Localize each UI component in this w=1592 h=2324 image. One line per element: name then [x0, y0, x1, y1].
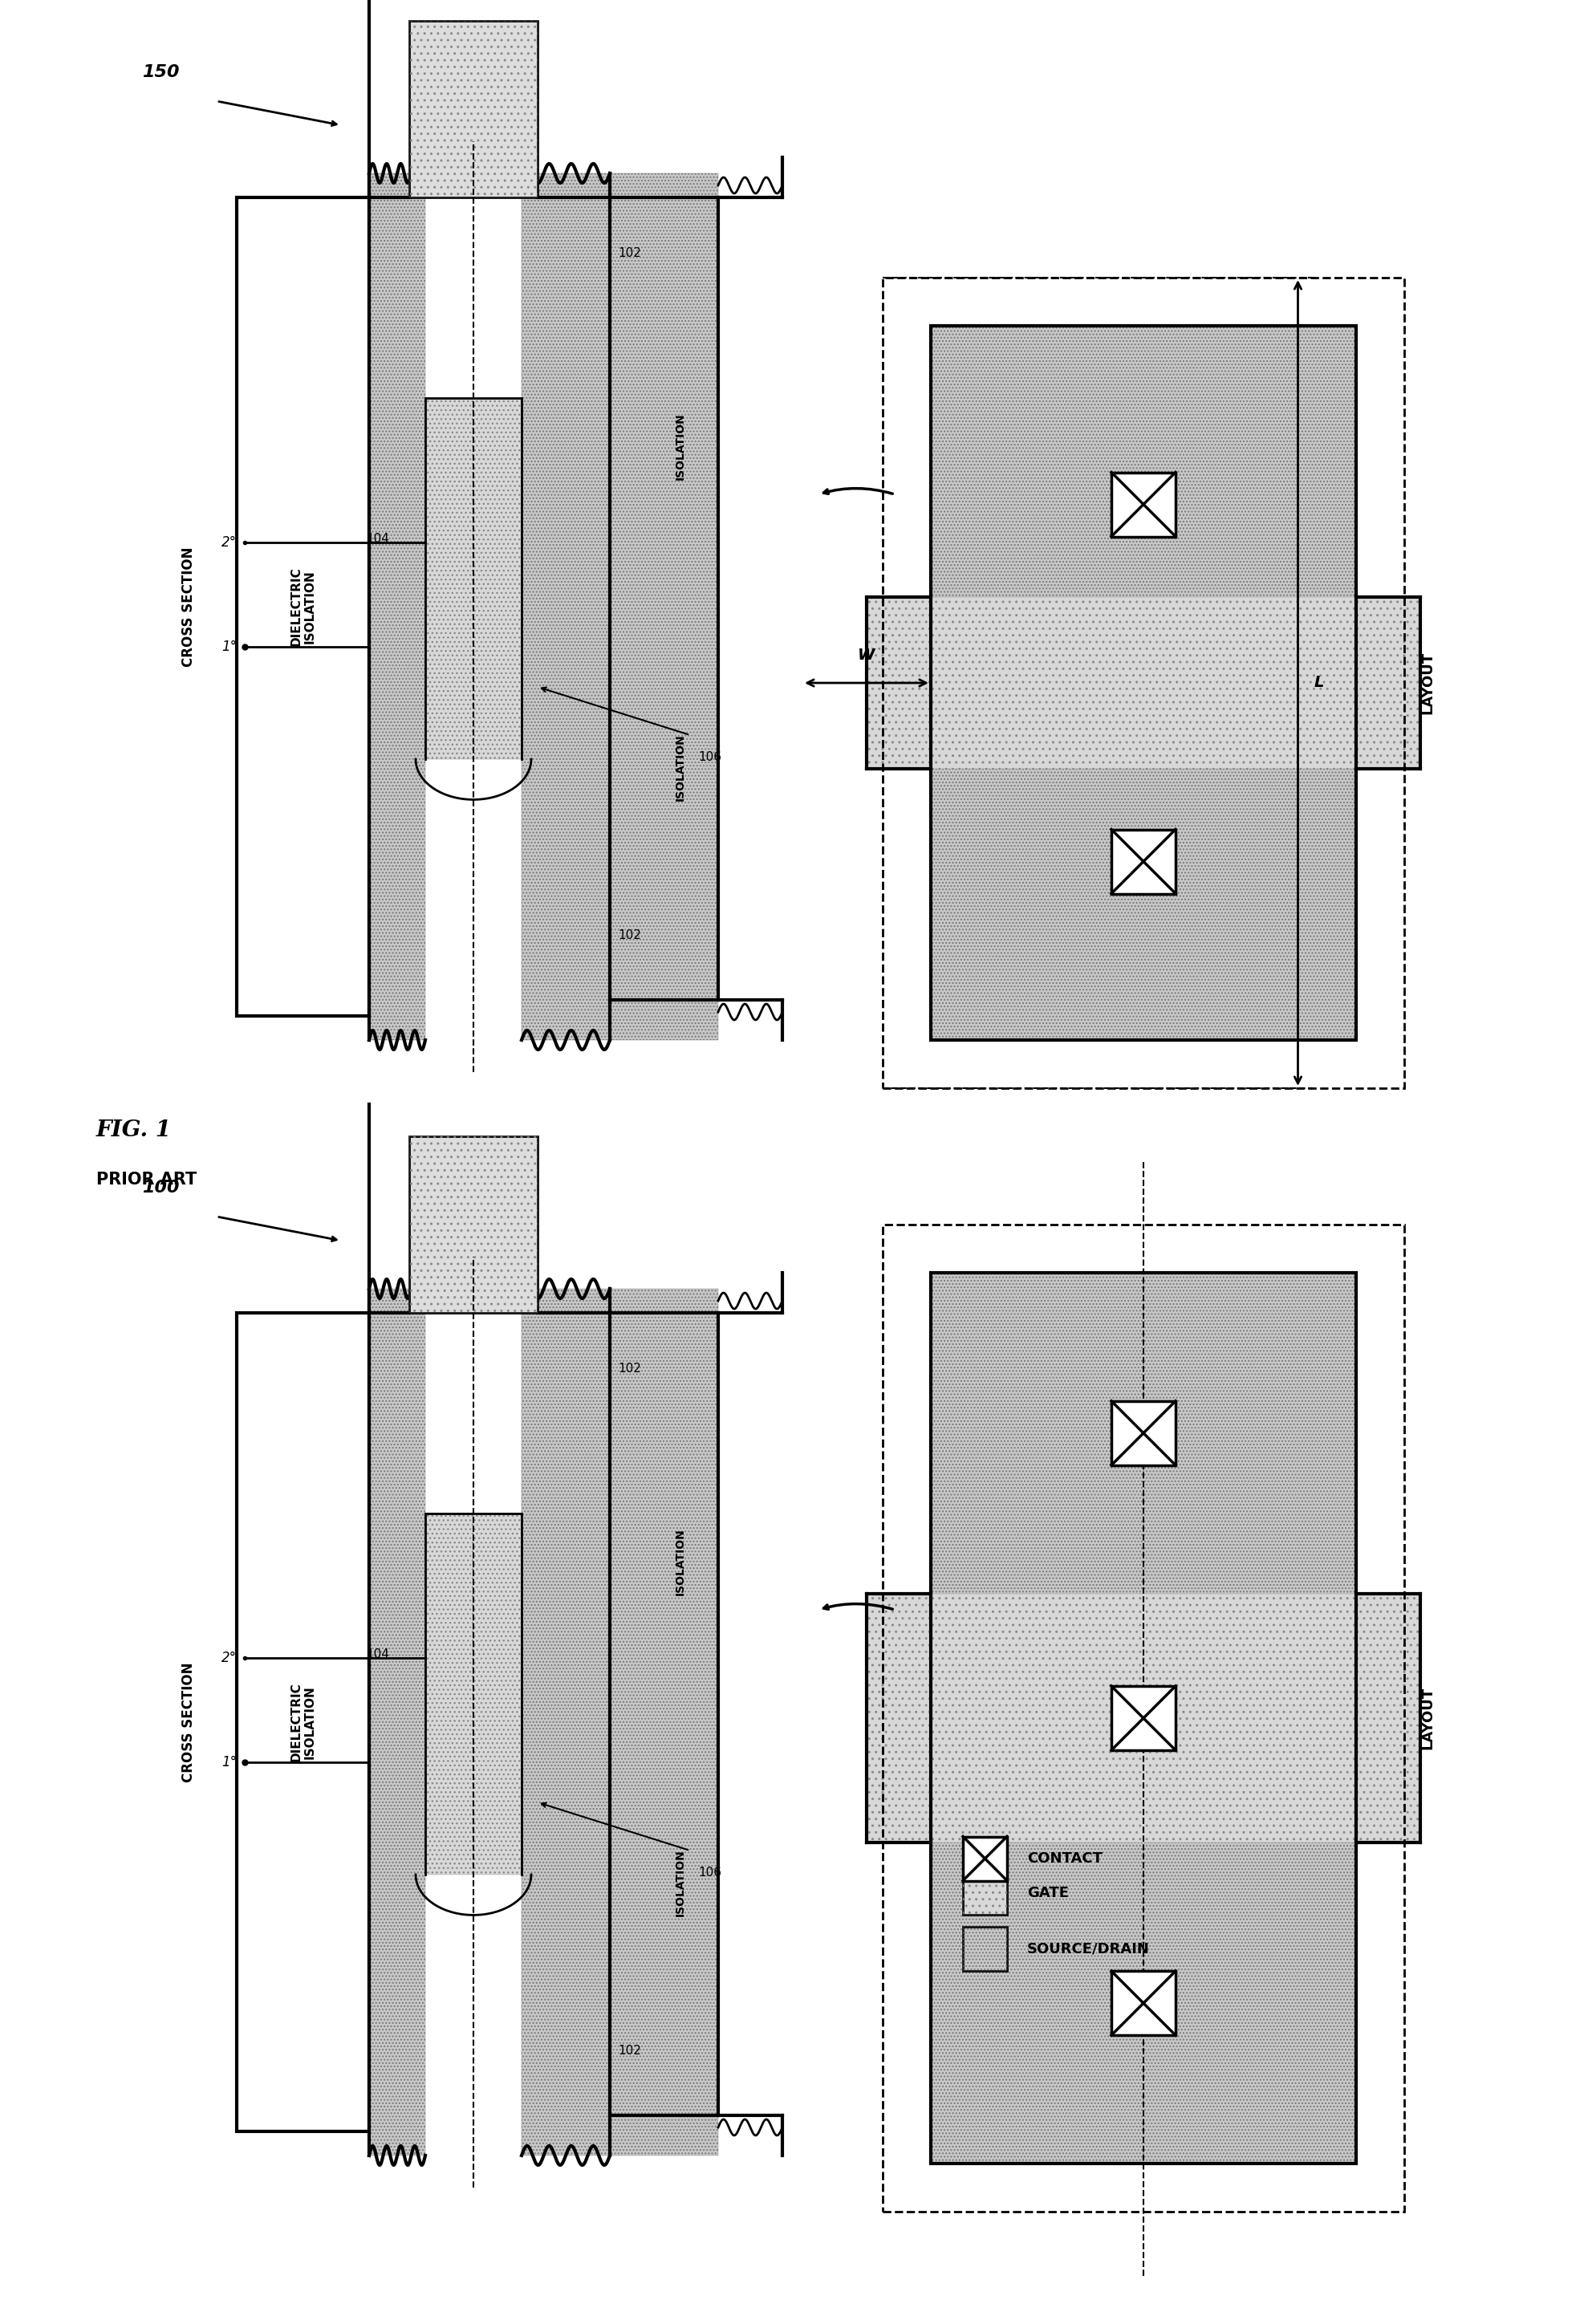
Text: SOURCE/DRAIN: SOURCE/DRAIN — [1027, 1941, 1149, 1957]
Bar — [866, 1594, 1420, 1843]
Text: 102: 102 — [618, 249, 642, 260]
Bar — [425, 1513, 522, 1875]
Bar — [522, 1290, 718, 2154]
Bar — [425, 1513, 522, 1875]
Bar — [931, 325, 1356, 1041]
Bar — [369, 174, 425, 1041]
Bar — [931, 1274, 1356, 2164]
Bar — [866, 1594, 1420, 1843]
Bar — [931, 1274, 1356, 2164]
Bar — [369, 1290, 425, 2154]
Text: GATE: GATE — [468, 562, 479, 595]
Bar — [931, 325, 1356, 1041]
Bar — [882, 1225, 1404, 2212]
Text: 150: 150 — [142, 65, 180, 81]
Text: DIELECTRIC
ISOLATION: DIELECTRIC ISOLATION — [290, 1683, 315, 1762]
Bar — [963, 1871, 1008, 1915]
Text: 2°: 2° — [221, 535, 237, 551]
Bar — [409, 21, 538, 198]
Text: LAYOUT: LAYOUT — [1420, 1687, 1434, 1750]
Text: FIG. 1: FIG. 1 — [96, 1120, 172, 1141]
Bar — [522, 174, 718, 1041]
Bar — [237, 1313, 369, 2131]
Text: DIELECTRIC
ISOLATION: DIELECTRIC ISOLATION — [290, 567, 315, 646]
Bar — [963, 1927, 1008, 1971]
Bar — [931, 1274, 1356, 2164]
Bar — [963, 1927, 1008, 1971]
Bar — [931, 325, 1356, 1041]
Text: 104: 104 — [366, 1648, 388, 1659]
Text: W: W — [858, 648, 876, 662]
Text: 1°: 1° — [221, 639, 237, 653]
Text: LAYOUT: LAYOUT — [1420, 651, 1434, 713]
Text: CROSS SECTION: CROSS SECTION — [181, 546, 196, 667]
Text: 102: 102 — [618, 2045, 642, 2057]
Bar — [369, 174, 425, 1041]
Bar — [1111, 1401, 1175, 1464]
Bar — [882, 277, 1404, 1088]
Text: 106: 106 — [699, 1866, 721, 1878]
Text: PRIOR ART: PRIOR ART — [96, 1171, 197, 1188]
Text: 104: 104 — [366, 532, 388, 544]
Bar — [369, 1290, 425, 2154]
Bar — [1111, 472, 1175, 537]
Bar — [1111, 1685, 1175, 1750]
Text: CONTACT
VIA: CONTACT VIA — [425, 1195, 449, 1255]
Bar — [409, 1136, 538, 1313]
Text: CROSS SECTION: CROSS SECTION — [181, 1662, 196, 1783]
Text: 102: 102 — [618, 930, 642, 941]
Text: GATE: GATE — [468, 1678, 479, 1710]
Text: ISOLATION: ISOLATION — [675, 414, 686, 479]
Text: GATE: GATE — [1027, 1885, 1068, 1901]
Bar — [963, 1871, 1008, 1915]
Text: ISOLATION: ISOLATION — [675, 734, 686, 802]
Text: 102: 102 — [618, 1362, 642, 1376]
Bar — [409, 1136, 538, 1313]
Text: L: L — [1313, 676, 1325, 690]
Text: ISOLATION: ISOLATION — [675, 1850, 686, 1917]
Bar — [425, 397, 522, 760]
Bar — [522, 174, 718, 1041]
Bar — [866, 597, 1420, 769]
Bar — [963, 1836, 1008, 1880]
Text: 100: 100 — [142, 1181, 180, 1197]
Bar — [1111, 1971, 1175, 2036]
Text: CONTACT: CONTACT — [1027, 1852, 1103, 1866]
Text: CONTACT
VIA: CONTACT VIA — [425, 79, 449, 139]
Text: 1°: 1° — [221, 1755, 237, 1769]
Text: ISOLATION: ISOLATION — [675, 1529, 686, 1594]
Bar — [237, 198, 369, 1016]
Text: 106: 106 — [699, 751, 721, 762]
Bar — [409, 21, 538, 198]
Bar — [425, 397, 522, 760]
Text: 2°: 2° — [221, 1650, 237, 1666]
Bar — [866, 597, 1420, 769]
Bar — [1111, 830, 1175, 892]
Bar — [522, 1290, 718, 2154]
